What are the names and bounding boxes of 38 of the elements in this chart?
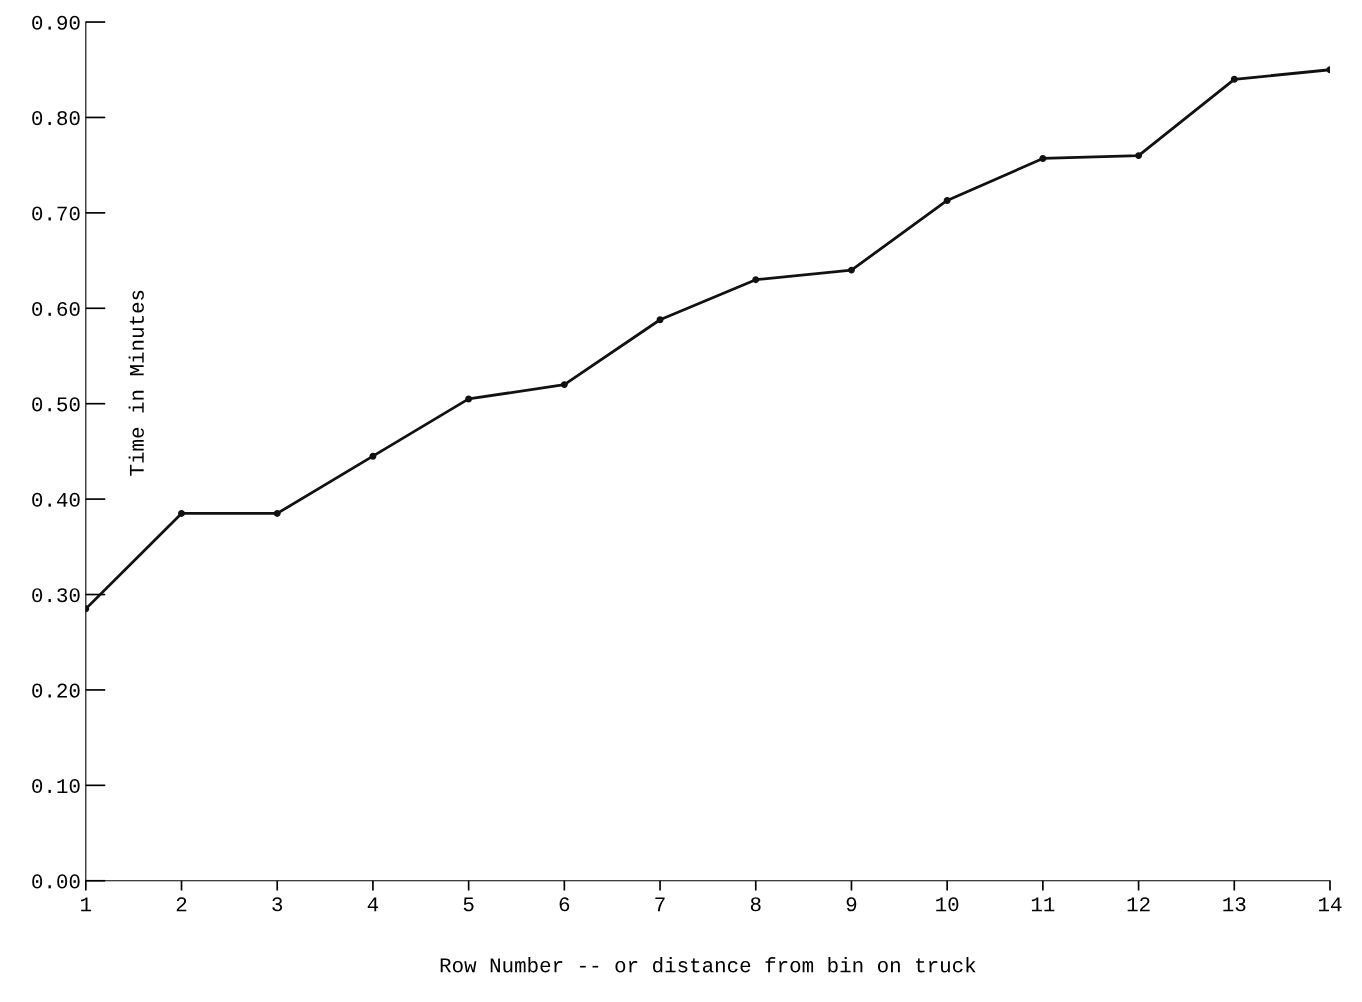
x-tick-label: 1: [81, 897, 92, 912]
x-tick-label: 13: [1223, 897, 1246, 912]
point: [178, 509, 185, 517]
y-tick-label: 0.60: [32, 301, 80, 317]
x-tick-label: 3: [272, 897, 283, 912]
x-tick-label: 5: [463, 897, 474, 912]
y-tick-label: 0.90: [32, 15, 80, 30]
x-tick-label: 8: [750, 897, 761, 912]
x-tick-label: 7: [655, 897, 665, 912]
point: [1230, 75, 1238, 83]
point: [847, 266, 855, 274]
point: [273, 509, 281, 517]
point: [752, 276, 760, 284]
x-tick-label: 4: [367, 897, 379, 912]
point: [1039, 155, 1047, 162]
x-tick-label: 11: [1031, 897, 1055, 912]
x-tick-label: 6: [559, 897, 570, 912]
point: [369, 452, 377, 460]
point: [560, 381, 568, 389]
y-tick-label: 0.50: [32, 397, 80, 412]
y-tick-label: 0.20: [32, 683, 80, 698]
x-axis-title: Row Number -- or distance from bin on truck: [440, 957, 976, 973]
y-axis-title: Time in Minutes: [128, 290, 144, 476]
y-tick-label: 0.80: [32, 111, 80, 126]
point: [656, 316, 664, 324]
x-tick-label: 10: [936, 897, 959, 912]
y-tick-label: 0.40: [32, 492, 80, 507]
y-tick-label: 0.70: [32, 206, 80, 221]
x-tick-label: 12: [1127, 897, 1150, 912]
x-tick-label: 9: [846, 897, 857, 912]
point: [943, 196, 951, 204]
y-tick-label: 0.00: [32, 874, 80, 889]
y-tick-label: 0.10: [32, 778, 80, 794]
x-tick-label: 14: [1319, 897, 1342, 912]
point: [465, 395, 473, 403]
x-tick-label: 2: [176, 897, 187, 912]
y-tick-label: 0.30: [32, 588, 80, 603]
point: [1135, 152, 1143, 160]
